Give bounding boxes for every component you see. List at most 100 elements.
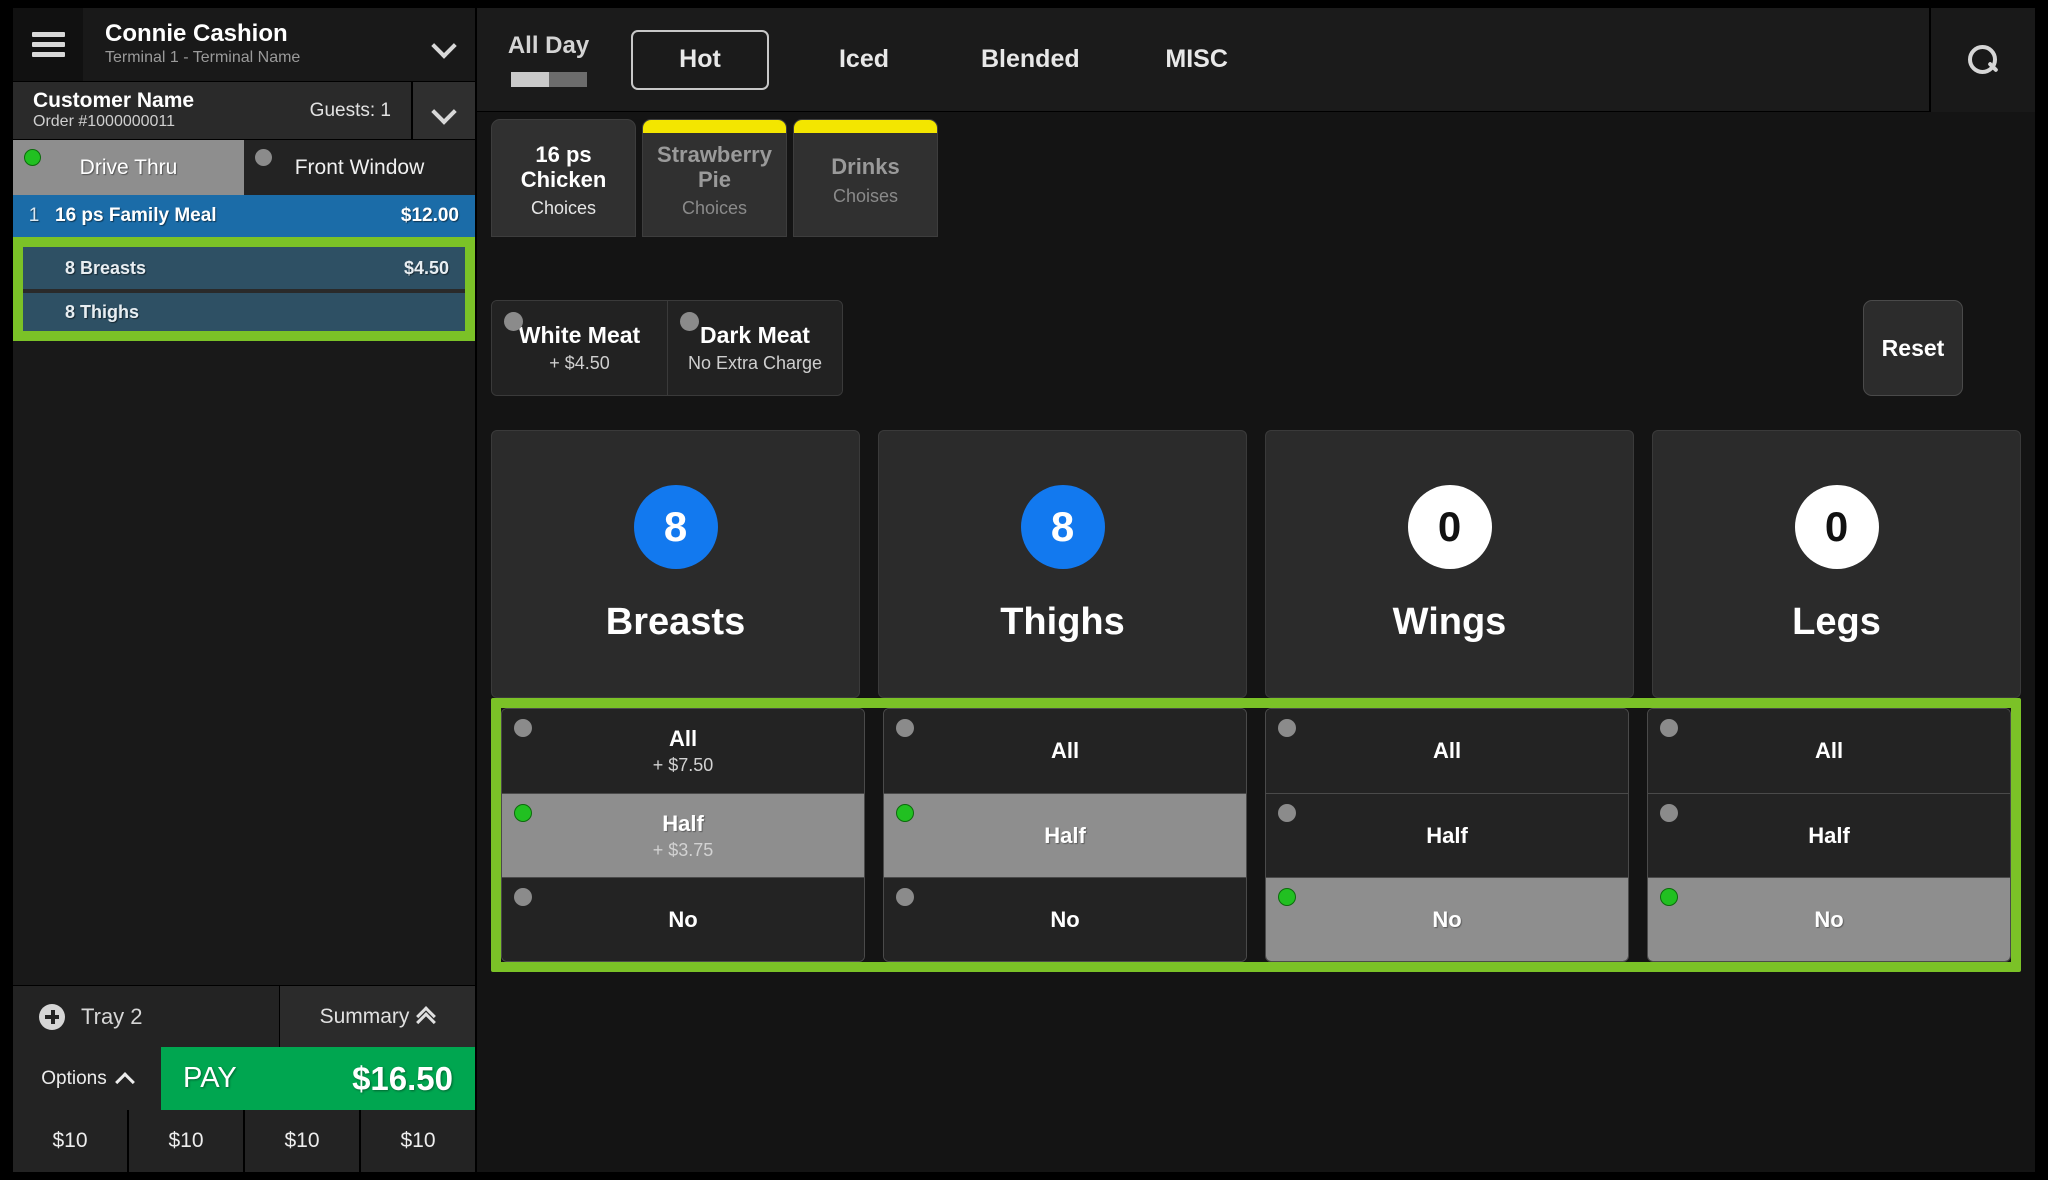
cashier-dropdown-button[interactable] [413, 8, 475, 81]
product-tab-title: Drinks [831, 154, 900, 180]
piece-card-thighs[interactable]: 8 Thighs [878, 430, 1247, 698]
portion-group-legs: All Half No [1647, 708, 2011, 962]
category-tab-misc[interactable]: MISC [1165, 45, 1228, 73]
piece-column-legs: 0 Legs [1652, 430, 2021, 698]
portion-option-legs-half[interactable]: Half [1648, 793, 2010, 877]
portion-option-thighs-half[interactable]: Half [884, 793, 1246, 877]
line-quantity: 1 [28, 205, 40, 226]
order-line-list: 1 16 ps Family Meal $12.00 8 Breasts $4.… [13, 195, 475, 985]
piece-name: Legs [1792, 600, 1881, 643]
portion-label: Half [1808, 822, 1850, 848]
product-tab-strawberry-pie[interactable]: Strawberry Pie Choices [642, 119, 787, 237]
piece-card-wings[interactable]: 0 Wings [1265, 430, 1634, 698]
line-price: $4.50 [403, 257, 449, 278]
radio-unselected-icon [255, 149, 272, 166]
piece-name: Thighs [1000, 600, 1125, 643]
portion-option-breasts-half[interactable]: Half + $3.75 [502, 793, 864, 877]
quick-tender-button[interactable]: $10 [361, 1110, 475, 1172]
double-chevron-up-icon [418, 1008, 435, 1025]
piece-name: Wings [1392, 600, 1507, 643]
portion-option-legs-no[interactable]: No [1648, 877, 2010, 961]
customer-dropdown-button[interactable] [411, 82, 475, 139]
radio-selected-icon [24, 149, 41, 166]
portion-options-section: All + $7.50 Half + $3.75 No [491, 698, 2021, 972]
radio-unselected-icon [896, 888, 914, 906]
search-button[interactable] [1929, 8, 2035, 112]
portion-option-legs-all[interactable]: All [1648, 709, 2010, 793]
order-panel: Connie Cashion Terminal 1 - Terminal Nam… [13, 8, 475, 1172]
portion-label: No [1050, 906, 1080, 932]
order-line-modifier[interactable]: 8 Thighs [23, 289, 465, 331]
meat-selector-row: White Meat + $4.50 Dark Meat No Extra Ch… [477, 300, 2035, 396]
pieces-section: 8 Breasts 8 Thighs 0 Wings [477, 430, 2035, 972]
pay-amount: $16.50 [352, 1059, 453, 1097]
meat-option-label: White Meat [518, 322, 641, 348]
meat-option-dark-meat[interactable]: Dark Meat No Extra Charge [667, 301, 842, 395]
portion-option-wings-no[interactable]: No [1266, 877, 1628, 961]
order-type-tab-front-window[interactable]: Front Window [244, 140, 475, 195]
portion-option-thighs-no[interactable]: No [884, 877, 1246, 961]
category-tab-iced[interactable]: Iced [838, 45, 890, 73]
pay-bar: Options PAY $16.50 [13, 1047, 475, 1110]
radio-unselected-icon [1660, 804, 1678, 822]
quick-tender-button[interactable]: $10 [13, 1110, 127, 1172]
portion-option-wings-half[interactable]: Half [1266, 793, 1628, 877]
portion-option-breasts-all[interactable]: All + $7.50 [502, 709, 864, 793]
piece-card-legs[interactable]: 0 Legs [1652, 430, 2021, 698]
add-tray-button[interactable]: Tray 2 [13, 986, 279, 1047]
portion-option-wings-all[interactable]: All [1266, 709, 1628, 793]
summary-button[interactable]: Summary [279, 986, 475, 1047]
piece-column-breasts: 8 Breasts [491, 430, 860, 698]
radio-selected-icon [896, 804, 914, 822]
category-tab-blended[interactable]: Blended [981, 45, 1080, 73]
portion-label: No [1432, 906, 1462, 932]
cashier-info[interactable]: Connie Cashion Terminal 1 - Terminal Nam… [83, 8, 413, 81]
guest-count: Guests: 1 [309, 99, 391, 121]
order-line-item[interactable]: 1 16 ps Family Meal $12.00 [13, 195, 475, 237]
radio-selected-icon [514, 804, 532, 822]
piece-count-badge: 8 [1020, 484, 1105, 569]
tray-bar: Tray 2 Summary [13, 985, 475, 1047]
portion-label: Half [1426, 822, 1468, 848]
order-line-modifier[interactable]: 8 Breasts $4.50 [23, 247, 465, 289]
piece-column-wings: 0 Wings [1265, 430, 1634, 698]
piece-column-thighs: 8 Thighs [878, 430, 1247, 698]
cashier-bar: Connie Cashion Terminal 1 - Terminal Nam… [13, 8, 475, 81]
product-tab-subtitle: Choices [681, 198, 748, 219]
all-day-button[interactable]: All Day [492, 32, 605, 87]
quick-tender-button[interactable]: $10 [129, 1110, 243, 1172]
product-tab-16-ps-chicken[interactable]: 16 ps Chicken Choices [491, 119, 636, 237]
chevron-down-icon [434, 35, 454, 55]
portion-label: No [668, 906, 698, 932]
radio-unselected-icon [896, 719, 914, 737]
required-strip-indicator [794, 120, 937, 133]
portion-option-breasts-no[interactable]: No [502, 877, 864, 961]
meat-option-group: White Meat + $4.50 Dark Meat No Extra Ch… [491, 300, 843, 396]
highlighted-modifier-group: 8 Breasts $4.50 8 Thighs [13, 237, 475, 341]
quick-tender-button[interactable]: $10 [245, 1110, 359, 1172]
category-tab-hot[interactable]: Hot [631, 29, 769, 90]
all-day-label: All Day [507, 32, 590, 59]
product-tab-title: Strawberry Pie [657, 141, 772, 192]
portion-price: + $7.50 [652, 755, 714, 775]
pay-button[interactable]: PAY $16.50 [161, 1047, 475, 1110]
piece-card-breasts[interactable]: 8 Breasts [491, 430, 860, 698]
terminal-name: Terminal 1 - Terminal Name [105, 48, 301, 66]
meat-option-white-meat[interactable]: White Meat + $4.50 [492, 301, 667, 395]
pay-label: PAY [183, 1062, 237, 1094]
reset-button[interactable]: Reset [1863, 300, 1963, 396]
portion-options-row: All + $7.50 Half + $3.75 No [491, 698, 2021, 972]
line-name: 16 ps Family Meal [55, 205, 217, 226]
radio-unselected-icon [514, 719, 532, 737]
cashier-name: Connie Cashion [105, 20, 288, 48]
customer-info[interactable]: Customer Name Order #1000000011 Guests: … [13, 82, 411, 139]
hamburger-menu-icon[interactable] [13, 8, 83, 81]
product-tab-drinks[interactable]: Drinks Choises [793, 119, 938, 237]
portion-option-thighs-all[interactable]: All [884, 709, 1246, 793]
options-button[interactable]: Options [13, 1047, 161, 1110]
customer-name: Customer Name [33, 89, 195, 113]
meat-option-price: No Extra Charge [687, 353, 823, 373]
portion-label: All [1432, 738, 1462, 763]
order-type-tab-drive-thru[interactable]: Drive Thru [13, 140, 244, 195]
